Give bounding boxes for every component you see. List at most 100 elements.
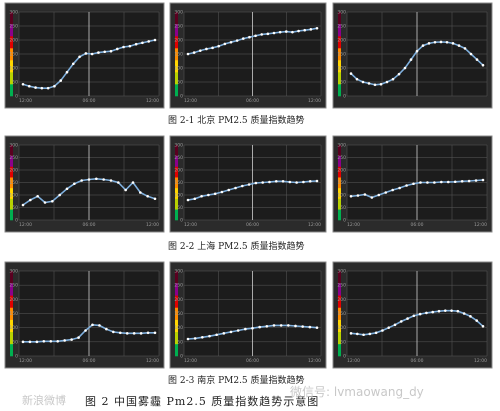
x-tick-label: 06:00: [246, 222, 259, 228]
data-point: [295, 181, 298, 184]
aqi-scale-band: [10, 187, 13, 199]
data-point: [43, 201, 47, 204]
data-point: [65, 70, 69, 74]
y-tick-label: 100: [174, 66, 183, 72]
y-tick-label: 150: [337, 52, 346, 58]
y-tick-label: 250: [337, 24, 346, 30]
data-point: [192, 51, 196, 54]
y-tick-label: 300: [337, 269, 346, 275]
data-point: [128, 44, 132, 48]
aqi-scale-band: [338, 36, 341, 49]
aqi-scale-band: [338, 187, 341, 199]
aqi-scale-band: [10, 319, 13, 333]
data-point: [235, 39, 239, 42]
data-point: [297, 29, 300, 33]
series-line: [350, 309, 484, 336]
data-point: [440, 180, 443, 184]
data-point: [425, 311, 428, 315]
data-point: [125, 332, 129, 335]
data-point: [355, 77, 359, 81]
y-tick-label: 300: [9, 143, 18, 149]
data-point: [421, 44, 425, 47]
y-tick-label: 50: [177, 80, 183, 86]
aqi-scale-band: [10, 209, 13, 221]
y-tick-label: 250: [337, 155, 346, 161]
y-tick-label: 0: [15, 354, 18, 360]
data-point: [208, 334, 211, 338]
x-tick-label: 12:00: [184, 358, 197, 364]
y-tick-label: 100: [337, 193, 346, 199]
aqi-scale-band: [10, 198, 13, 210]
aqi-scale-band: [175, 307, 178, 320]
y-tick-label: 100: [9, 193, 18, 199]
y-tick-label: 250: [174, 24, 183, 30]
data-point: [450, 309, 453, 312]
data-point: [403, 66, 407, 70]
data-point: [134, 42, 138, 46]
y-tick-label: 200: [337, 168, 346, 174]
data-point: [217, 44, 221, 48]
y-tick-label: 100: [9, 325, 18, 331]
data-point: [391, 77, 395, 81]
data-point: [118, 331, 122, 335]
data-point: [29, 198, 32, 202]
data-point: [431, 310, 435, 314]
x-tick-label: 12:00: [146, 222, 159, 228]
y-tick-label: 100: [9, 66, 18, 72]
data-point: [439, 40, 443, 44]
y-tick-label: 100: [174, 193, 183, 199]
chart-panel-2-1c: 300 250 200 150 100 50 0: [332, 2, 493, 109]
x-tick-label: 12:00: [308, 98, 321, 104]
data-point: [146, 194, 149, 198]
aqi-scale-band: [175, 84, 178, 97]
data-point: [84, 329, 87, 332]
data-point: [303, 28, 307, 32]
aqi-scale-band: [175, 72, 178, 85]
data-point: [65, 187, 69, 191]
data-point: [469, 315, 472, 318]
aqi-scale-band: [175, 331, 178, 345]
data-point: [415, 49, 419, 53]
data-point: [95, 177, 98, 181]
data-point: [445, 40, 449, 44]
data-point: [220, 190, 224, 194]
data-point: [21, 203, 25, 207]
data-point: [475, 319, 479, 322]
data-point: [287, 324, 290, 327]
aqi-scale-band: [10, 331, 13, 345]
data-point: [399, 320, 403, 323]
y-tick-label: 150: [337, 180, 346, 186]
data-point: [463, 47, 467, 50]
aqi-scale-band: [338, 198, 341, 210]
data-point: [481, 63, 485, 67]
y-tick-label: 250: [9, 155, 18, 161]
series-line: [22, 39, 156, 89]
data-point: [260, 33, 264, 36]
y-tick-label: 50: [340, 80, 346, 86]
x-tick-label: 06:00: [246, 98, 259, 104]
data-point: [117, 181, 120, 184]
watermark-wechat: 微信号: lvmaowang_dy: [290, 385, 424, 399]
y-tick-label: 50: [340, 205, 346, 211]
x-tick-label: 12:00: [19, 358, 32, 364]
data-point: [146, 331, 150, 335]
data-point: [102, 178, 105, 181]
y-tick-label: 100: [174, 325, 183, 331]
data-point: [412, 182, 415, 186]
data-point: [308, 179, 312, 183]
data-point: [193, 337, 197, 340]
x-tick-label: 12:00: [146, 98, 159, 104]
data-point: [58, 193, 61, 197]
aqi-scale-band: [338, 307, 341, 320]
data-point: [385, 80, 389, 84]
aqi-scale-band: [175, 343, 178, 357]
data-point: [84, 52, 88, 55]
x-tick-label: 12:00: [19, 98, 32, 104]
data-point: [234, 186, 237, 190]
aqi-scale-band: [10, 343, 13, 357]
y-tick-label: 200: [174, 297, 183, 303]
aqi-scale-band: [338, 209, 341, 221]
y-tick-label: 300: [9, 269, 18, 275]
data-point: [97, 51, 100, 54]
